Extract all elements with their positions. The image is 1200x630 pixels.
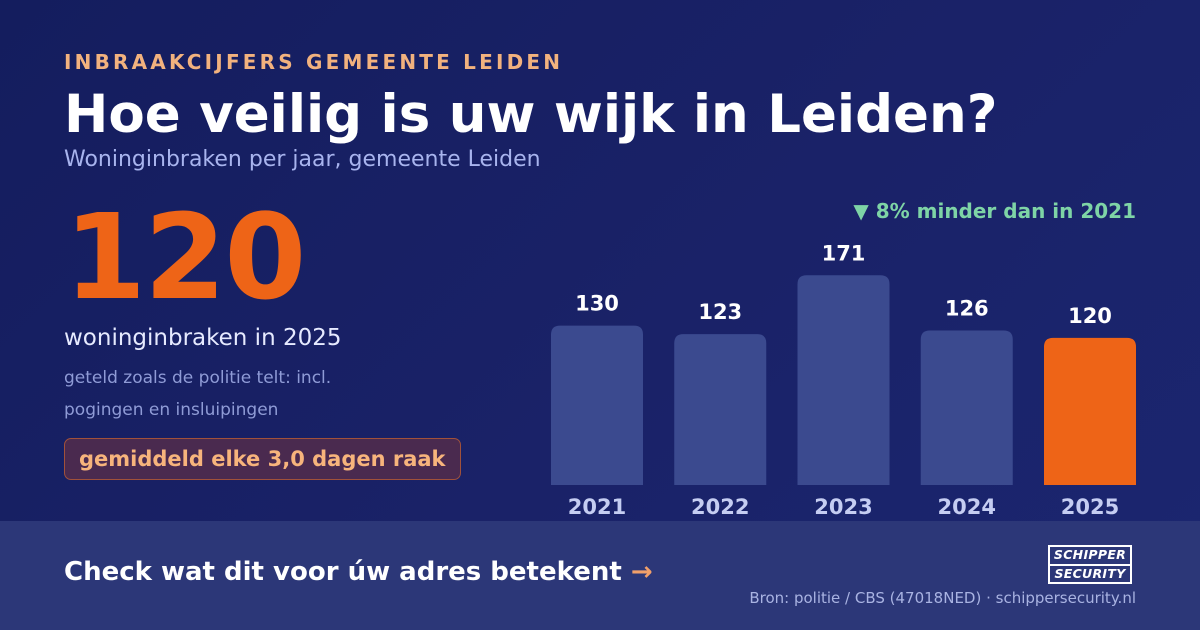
bar-2024	[920, 330, 1013, 485]
average-pill: gemiddeld elke 3,0 dagen raak	[64, 438, 461, 480]
page-title: Hoe veilig is uw wijk in Leiden?	[64, 84, 998, 145]
value-label-2024: 126	[945, 296, 989, 320]
category-label-2025: 2025	[1061, 495, 1119, 519]
counting-note: geteld zoals de politie telt: incl. pogi…	[64, 368, 332, 420]
logo-line-2: SECURITY	[1050, 563, 1130, 583]
bar-2022	[674, 334, 767, 485]
headline-number: 120	[64, 188, 306, 326]
bar-2025	[1044, 337, 1136, 485]
value-label-2022: 123	[698, 300, 742, 324]
trend-indicator: ▼ 8% minder dan in 2021	[853, 199, 1136, 223]
cta-link[interactable]: Check wat dit voor úw adres betekent →	[64, 557, 653, 587]
value-label-2021: 130	[575, 292, 619, 316]
category-label-2024: 2024	[938, 495, 996, 519]
logo-line-1: SCHIPPER	[1053, 547, 1127, 562]
source-note: Bron: politie / CBS (47018NED) · schippe…	[749, 589, 1136, 607]
arrow-right-icon: →	[630, 557, 653, 587]
headline-caption: woninginbraken in 2025	[64, 325, 342, 351]
page-subtitle: Woninginbraken per jaar, gemeente Leiden	[64, 147, 541, 172]
category-label-2022: 2022	[691, 495, 749, 519]
footer-bar	[0, 521, 1200, 630]
category-label-2021: 2021	[568, 495, 626, 519]
category-label-2023: 2023	[814, 495, 872, 519]
bar-2021	[551, 325, 643, 485]
bar-2023	[797, 275, 890, 485]
value-label-2023: 171	[822, 241, 866, 265]
cta-text: Check wat dit voor úw adres betekent	[64, 557, 622, 587]
brand-logo: SCHIPPER SECURITY	[1048, 545, 1132, 584]
eyebrow-label: INBRAAKCIJFERS GEMEENTE LEIDEN	[64, 50, 564, 74]
value-label-2025: 120	[1068, 304, 1112, 328]
